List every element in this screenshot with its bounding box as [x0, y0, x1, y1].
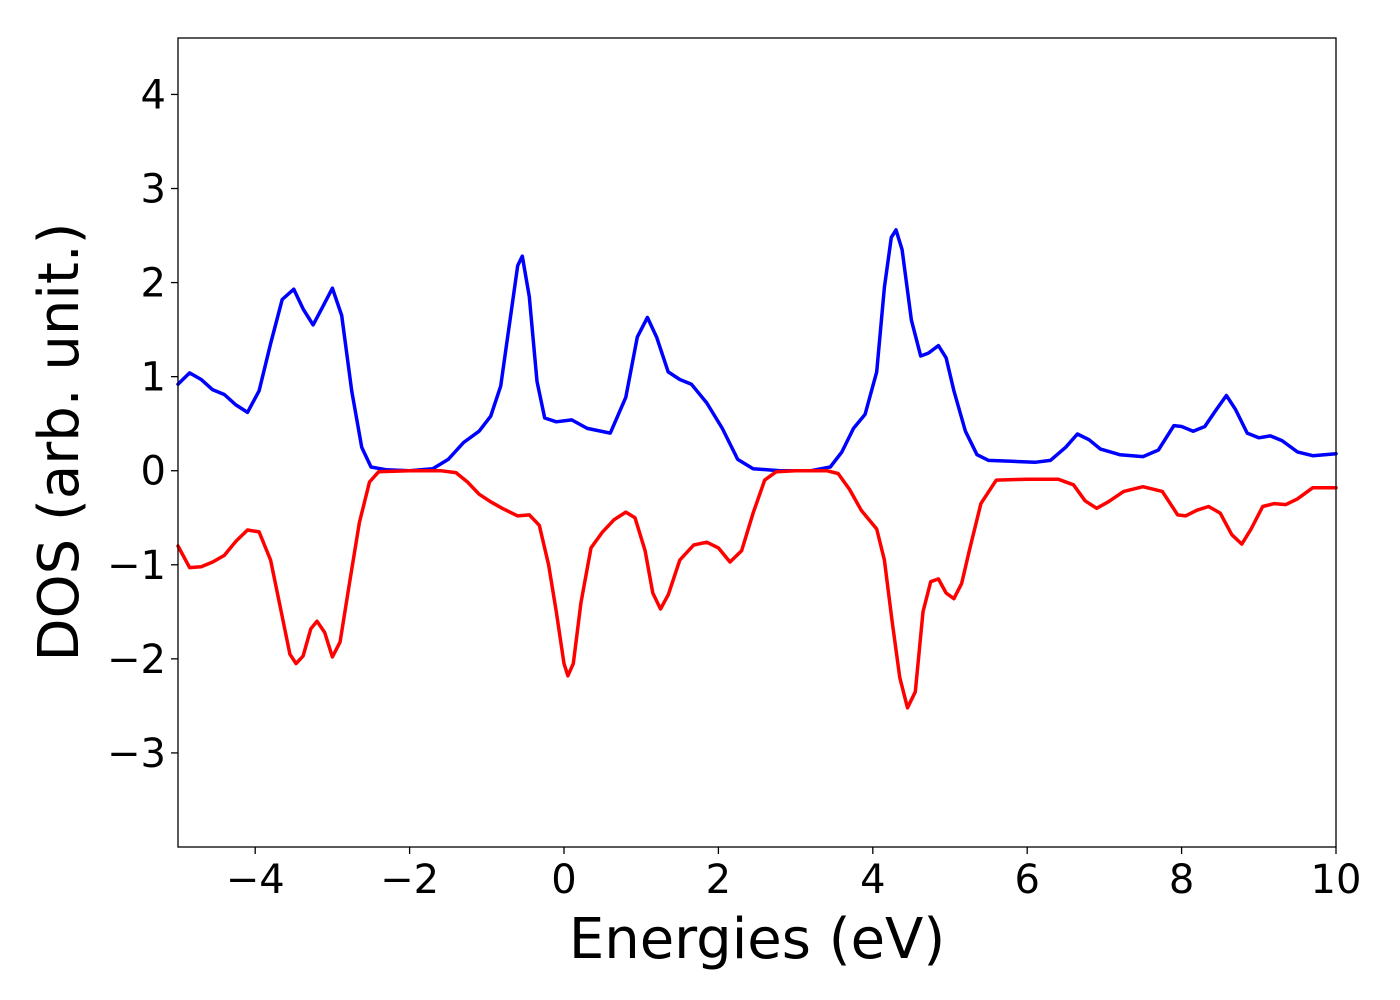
x-tick-label: 8 — [1169, 857, 1194, 903]
plot-frame — [177, 37, 1337, 848]
x-tick-label: 4 — [860, 857, 885, 903]
y-tick-label: 0 — [141, 449, 166, 495]
series-layer — [176, 228, 1338, 710]
plot-background — [178, 38, 1336, 847]
series-line-2 — [176, 468, 1338, 710]
x-axis-title: Energies (eV) — [569, 907, 945, 972]
y-tick-label: 1 — [141, 355, 166, 401]
x-tick-label: 10 — [1311, 857, 1362, 903]
x-tick-label: 2 — [706, 857, 731, 903]
y-tick-label: −3 — [107, 731, 166, 777]
x-axis: −4 −2 0 2 4 6 8 10 — [226, 847, 1362, 903]
x-tick-label: 6 — [1014, 857, 1039, 903]
x-tick-label: −2 — [380, 857, 439, 903]
series-line-1 — [176, 228, 1338, 473]
y-tick-label: 2 — [141, 261, 166, 307]
x-tick-label: −4 — [226, 857, 285, 903]
y-axis-title: DOS (arb. unit.) — [27, 222, 92, 661]
y-tick-label: 3 — [141, 167, 166, 213]
y-axis: −3 −2 −1 0 1 2 3 4 — [107, 72, 178, 777]
y-tick-label: −1 — [107, 543, 166, 589]
y-tick-label: −2 — [107, 637, 166, 683]
x-tick-label: 0 — [551, 857, 576, 903]
y-tick-label: 4 — [141, 72, 166, 118]
